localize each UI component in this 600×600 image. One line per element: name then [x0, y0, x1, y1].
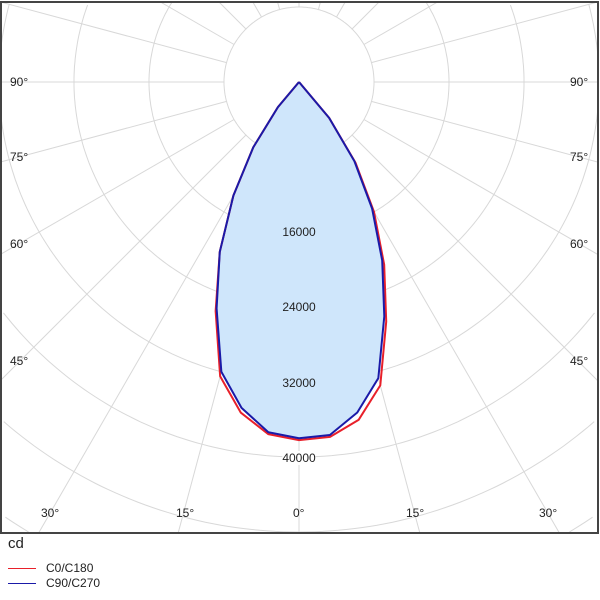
ring-grid-line: [5, 516, 29, 533]
radial-grid-line: [336, 2, 346, 18]
radial-grid-line: [1, 119, 235, 255]
radial-grid-line: [363, 2, 438, 45]
curves: [214, 81, 388, 442]
plot-frame: [0, 1, 599, 534]
radial-grid-line: [371, 2, 598, 64]
radial-tick-label: 16000: [282, 225, 316, 239]
legend-item-c90: C90/C270: [8, 576, 100, 590]
radial-grid-line: [38, 146, 262, 533]
ring-grid-line: [1, 4, 10, 46]
ring-grid-line: [223, 6, 375, 158]
angle-label: 15°: [176, 506, 195, 520]
radial-tick-label: 24000: [282, 300, 316, 314]
angle-label: 90°: [570, 75, 589, 89]
radial-grid-line: [277, 2, 281, 10]
unit-label: cd: [8, 535, 24, 552]
angle-label: 45°: [570, 354, 589, 368]
ring-grid-line: [569, 516, 593, 533]
ring-grid-line: [298, 421, 595, 533]
radial-grid-line: [371, 100, 598, 163]
radial-grid-line: [351, 2, 380, 30]
legend-label: C90/C270: [46, 576, 101, 590]
polar-plot: [0, 1, 599, 534]
angle-label: 60°: [10, 237, 29, 251]
legend-swatch: [8, 582, 36, 584]
ring-grid-line: [298, 312, 595, 458]
angle-label: 60°: [570, 237, 589, 251]
ring-grid-line: [588, 4, 598, 56]
radial-grid-line: [1, 2, 227, 64]
ring-grid-line: [3, 312, 300, 458]
curve-fill: [216, 82, 385, 439]
radial-grid-line: [317, 2, 321, 10]
angle-label: 15°: [406, 506, 425, 520]
angle-label: 30°: [41, 506, 60, 520]
angle-label: 0°: [293, 506, 305, 520]
angle-label: 45°: [10, 354, 29, 368]
legend-label: C0/C180: [46, 561, 94, 575]
radial-grid-line: [363, 119, 598, 256]
radial-tick-label: 32000: [282, 376, 316, 390]
radial-grid-line: [1, 134, 247, 381]
angle-label: 75°: [10, 150, 29, 164]
series-line-c90-c270: [215, 81, 386, 440]
legend-swatch: [8, 567, 36, 569]
ring-grid-line: [3, 421, 300, 533]
radial-tick-label: 40000: [282, 451, 316, 465]
angle-label: 75°: [570, 150, 589, 164]
radial-grid-line: [1, 100, 227, 163]
radial-grid-line: [160, 2, 235, 45]
radial-grid-line: [218, 2, 247, 30]
angle-label: 30°: [539, 506, 558, 520]
legend-item-c0: C0/C180: [8, 561, 93, 575]
radial-grid-line: [252, 2, 262, 18]
angle-label: 90°: [10, 75, 29, 89]
radial-grid-line: [351, 134, 598, 382]
